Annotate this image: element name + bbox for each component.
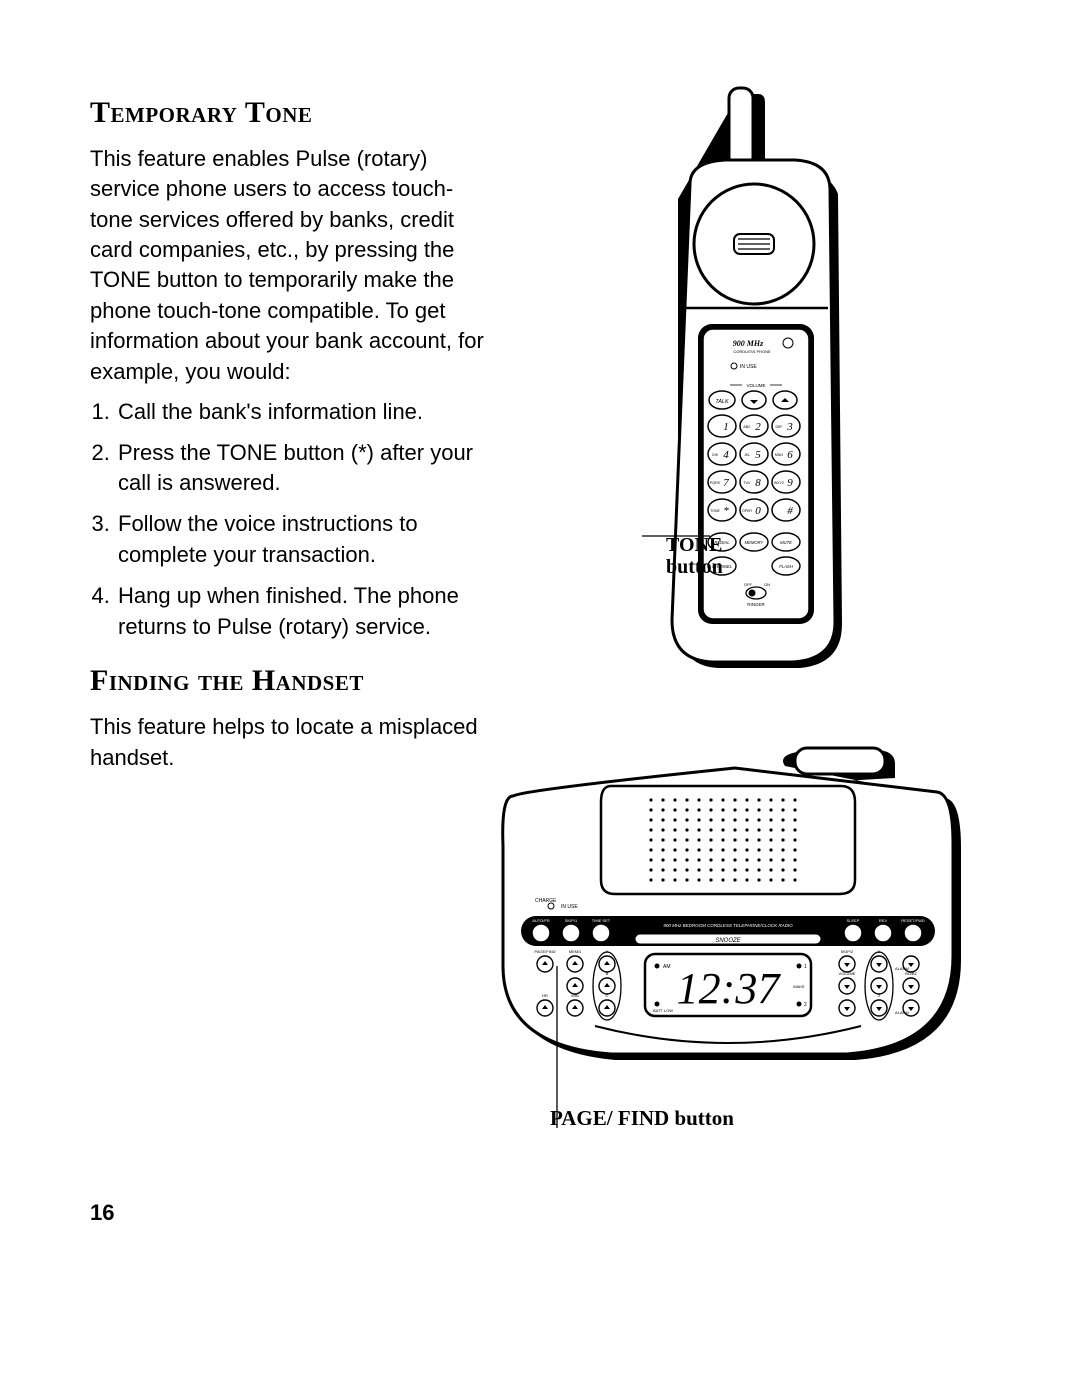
svg-text:SLEEP: SLEEP — [847, 918, 860, 923]
page-number: 16 — [90, 1200, 114, 1226]
label-volume: VOLUME — [746, 383, 765, 388]
svg-text:OPER: OPER — [742, 509, 752, 513]
base-snooze: SNOOZE — [715, 938, 741, 944]
clock-2: 2 — [804, 1002, 807, 1008]
base-center-band: 900 MHz BEDROOM CORDLESS TELEPHONE/CLOCK… — [663, 923, 793, 928]
svg-text:ABC: ABC — [743, 425, 751, 429]
step-1: Call the bank's information line. — [116, 397, 490, 428]
handset-callout: TONEbutton — [666, 534, 723, 578]
svg-text:HR: HR — [542, 993, 548, 998]
svg-text:TONE: TONE — [710, 509, 720, 513]
svg-text:ALARM: ALARM — [895, 1010, 909, 1015]
svg-text:FLASH: FLASH — [779, 564, 793, 569]
svg-text:JKL: JKL — [744, 453, 750, 457]
label-900mhz: 900 MHz — [733, 339, 764, 348]
heading-temporary-tone: Temporary Tone — [90, 96, 490, 130]
svg-text:REV: REV — [879, 918, 888, 923]
svg-text:*: * — [723, 505, 729, 517]
svg-text:6: 6 — [787, 449, 793, 461]
para-finding-handset: This feature helps to locate a misplaced… — [90, 712, 490, 773]
base-figure: CHARGE IN USE AUTO/FR SKIP/1 TIME SET SLEE… — [495, 730, 965, 1130]
clock-1: 1 — [804, 964, 807, 970]
svg-text:MEMORY: MEMORY — [745, 540, 765, 545]
svg-text:MNO: MNO — [775, 453, 783, 457]
base-charge: CHARGE — [535, 898, 557, 904]
label-inuse: IN USE — [740, 364, 757, 370]
svg-text:#: # — [787, 505, 793, 517]
svg-text:DEF: DEF — [776, 425, 783, 429]
svg-text:4: 4 — [723, 449, 729, 461]
svg-text:PAGE/FIND: PAGE/FIND — [534, 949, 555, 954]
svg-text:ALARM: ALARM — [895, 966, 909, 971]
svg-text:9: 9 — [787, 477, 793, 489]
svg-text:RD/BZ: RD/BZ — [905, 971, 918, 976]
label-off: OFF — [744, 582, 753, 587]
svg-text:PQRS: PQRS — [710, 481, 721, 485]
steps-list: Call the bank's information line. Press … — [90, 397, 490, 643]
svg-text:SKIP/1: SKIP/1 — [565, 918, 578, 923]
clock-time: 12:37 — [677, 964, 782, 1013]
clock-wake: WAKE — [793, 984, 805, 989]
svg-text:TUV: TUV — [744, 481, 752, 485]
svg-text:8: 8 — [755, 477, 761, 489]
svg-text:3: 3 — [786, 421, 793, 433]
label-ringer: RINGER — [747, 602, 765, 607]
step-3: Follow the voice instructions to complet… — [116, 509, 490, 571]
svg-text:MIN: MIN — [571, 993, 578, 998]
svg-text:WXYZ: WXYZ — [774, 481, 785, 485]
svg-text:AUTO/FR: AUTO/FR — [532, 918, 550, 923]
handset-figure: 900 MHz CORDLESS PHONE IN USE VOLUME TAL… — [630, 84, 940, 684]
svg-text:B: B — [606, 971, 609, 976]
para-temporary-tone: This feature enables Pulse (rotary) serv… — [90, 144, 490, 387]
svg-text:MEMO: MEMO — [569, 949, 581, 954]
svg-text:MUTE: MUTE — [780, 540, 792, 545]
svg-text:2: 2 — [755, 421, 761, 433]
svg-text:1: 1 — [723, 421, 729, 433]
btn-talk: TALK — [715, 399, 729, 405]
svg-text:VOLUME: VOLUME — [839, 971, 856, 976]
step-2: Press the TONE button (*) after your cal… — [116, 438, 490, 500]
svg-text:GHI: GHI — [712, 453, 718, 457]
svg-text:C: C — [606, 993, 609, 998]
base-caption: PAGE/ FIND button — [550, 1106, 734, 1131]
svg-text:SKIP/2: SKIP/2 — [841, 949, 854, 954]
svg-text:7: 7 — [723, 477, 729, 489]
label-on: ON — [764, 582, 770, 587]
svg-text:5: 5 — [755, 449, 761, 461]
clock-am: AM — [663, 964, 671, 970]
heading-finding-handset: Finding the Handset — [90, 664, 490, 698]
label-cordless: CORDLESS PHONE — [733, 349, 771, 354]
svg-text:TIME SET: TIME SET — [592, 918, 611, 923]
step-4: Hang up when finished. The phone returns… — [116, 581, 490, 643]
clock-batt: BATT LOW — [653, 1008, 673, 1013]
svg-text:RESET/FWD: RESET/FWD — [901, 918, 925, 923]
base-inuse: IN USE — [561, 904, 578, 910]
svg-text:0: 0 — [755, 505, 761, 517]
